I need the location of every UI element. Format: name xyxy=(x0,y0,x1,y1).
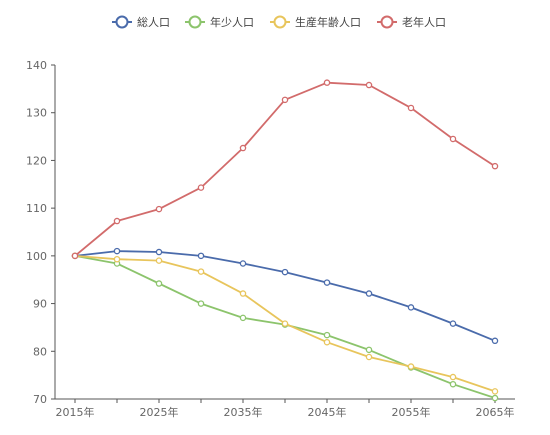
x-tick-label: 2065年 xyxy=(476,405,515,419)
data-point[interactable] xyxy=(239,290,247,297)
data-point[interactable] xyxy=(323,279,331,286)
data-point[interactable] xyxy=(155,280,163,287)
y-tick-label: 80 xyxy=(33,345,47,358)
data-point[interactable] xyxy=(113,247,121,255)
data-point[interactable] xyxy=(491,337,499,345)
legend-marker xyxy=(115,15,129,29)
data-point[interactable] xyxy=(197,252,205,260)
data-point[interactable] xyxy=(323,79,331,86)
y-tick-label: 100 xyxy=(26,250,47,263)
legend-marker xyxy=(380,15,394,29)
data-point[interactable] xyxy=(323,338,331,346)
y-tick-label: 90 xyxy=(33,298,47,311)
data-point[interactable] xyxy=(239,314,247,322)
data-point[interactable] xyxy=(197,268,205,275)
data-point[interactable] xyxy=(491,394,499,402)
data-point[interactable] xyxy=(491,162,499,170)
data-point[interactable] xyxy=(239,260,247,267)
legend-label: 生産年齢人口 xyxy=(295,15,361,29)
y-tick-label: 130 xyxy=(26,107,47,120)
data-point[interactable] xyxy=(407,304,415,311)
legend-label: 老年人口 xyxy=(402,15,446,29)
legend-item[interactable]: 年少人口 xyxy=(185,15,254,29)
data-point[interactable] xyxy=(113,217,121,225)
legend-item[interactable]: 総人口 xyxy=(112,15,170,29)
data-point[interactable] xyxy=(449,135,457,143)
data-point[interactable] xyxy=(323,331,331,339)
series-0 xyxy=(71,247,499,345)
data-point[interactable] xyxy=(407,363,415,370)
data-point[interactable] xyxy=(239,144,247,152)
x-tick-label: 2025年 xyxy=(140,405,179,419)
legend-item[interactable]: 老年人口 xyxy=(377,15,446,29)
legend-marker xyxy=(273,15,287,29)
axes xyxy=(54,65,515,400)
series-1 xyxy=(71,252,499,402)
data-point[interactable] xyxy=(71,252,79,260)
series-layer xyxy=(71,79,499,402)
data-point[interactable] xyxy=(113,255,121,263)
legend-label: 総人口 xyxy=(137,15,170,29)
data-point[interactable] xyxy=(281,268,289,276)
data-point[interactable] xyxy=(407,104,415,112)
data-point[interactable] xyxy=(281,320,289,327)
legend-marker xyxy=(188,15,202,29)
legend-label: 年少人口 xyxy=(210,15,254,29)
x-tick-label: 2035年 xyxy=(224,405,263,419)
x-tick-label: 2055年 xyxy=(392,405,431,419)
data-point[interactable] xyxy=(449,373,457,381)
data-point[interactable] xyxy=(491,388,499,395)
data-point[interactable] xyxy=(449,380,457,388)
series-line xyxy=(74,81,496,257)
x-axis-ticks: 2015年 2025年 2035年 2045年 2055年 2065年 xyxy=(56,399,515,419)
data-point[interactable] xyxy=(155,205,163,213)
data-point[interactable] xyxy=(449,320,457,327)
legend: 総人口 年少人口 生産年齢人口 老年人口 xyxy=(112,15,446,29)
data-point[interactable] xyxy=(365,346,373,354)
x-tick-label: 2045年 xyxy=(308,405,347,419)
y-axis-ticks: 70 80 90 100 110 120 130 140 xyxy=(26,59,55,406)
data-point[interactable] xyxy=(365,81,373,89)
data-point[interactable] xyxy=(197,300,205,307)
series-3 xyxy=(71,79,499,260)
y-tick-label: 110 xyxy=(26,202,47,215)
data-point[interactable] xyxy=(155,248,163,256)
data-point[interactable] xyxy=(365,353,373,361)
data-point[interactable] xyxy=(155,257,163,264)
data-point[interactable] xyxy=(281,96,289,104)
data-point[interactable] xyxy=(197,184,205,191)
x-tick-label: 2015年 xyxy=(56,405,95,419)
y-tick-label: 140 xyxy=(26,59,47,72)
y-tick-label: 70 xyxy=(33,393,47,406)
legend-item[interactable]: 生産年齢人口 xyxy=(270,15,361,29)
y-tick-label: 120 xyxy=(26,154,47,167)
data-point[interactable] xyxy=(365,290,373,297)
